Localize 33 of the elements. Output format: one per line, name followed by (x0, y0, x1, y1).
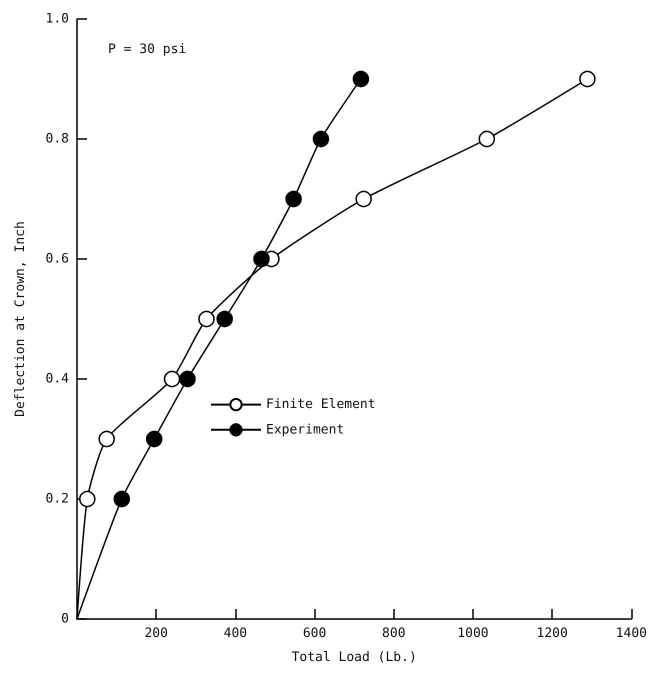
x-tick-label: 1200 (536, 626, 568, 641)
point (164, 370, 180, 388)
point (579, 70, 596, 88)
point (179, 370, 196, 388)
annotation: P = 30 psi (108, 42, 186, 57)
point (146, 430, 162, 448)
x-tick-label: 200 (144, 626, 168, 641)
point (216, 310, 233, 328)
legend-label: Finite Element (266, 397, 376, 412)
x-tick-label: 1000 (457, 626, 489, 641)
y-tick-label: 0.6 (46, 252, 69, 266)
x-tick-label: 1400 (616, 626, 648, 641)
point (352, 70, 370, 88)
y-tick-label: 0.4 (46, 372, 70, 386)
point (79, 490, 96, 508)
point (114, 490, 130, 508)
y-tick-label: 0.2 (46, 492, 69, 506)
x-tick-label: 600 (302, 626, 326, 641)
x-tick-label: 800 (382, 626, 406, 641)
y-axis-title: Deflection at Crown, Inch (13, 221, 28, 417)
point (478, 130, 496, 148)
point (312, 130, 330, 148)
y-tick-label: 0 (61, 612, 69, 626)
x-axis-title: Total Load (Lb.) (292, 650, 417, 665)
x-tick-label: 400 (224, 626, 248, 641)
y-tick-label: 1.0 (46, 12, 69, 26)
point (98, 430, 115, 448)
point (198, 310, 215, 328)
point (285, 190, 302, 208)
point (253, 250, 270, 268)
y-tick-label: 0.8 (46, 132, 69, 146)
point (355, 190, 372, 208)
legend-label: Experiment (266, 422, 344, 438)
